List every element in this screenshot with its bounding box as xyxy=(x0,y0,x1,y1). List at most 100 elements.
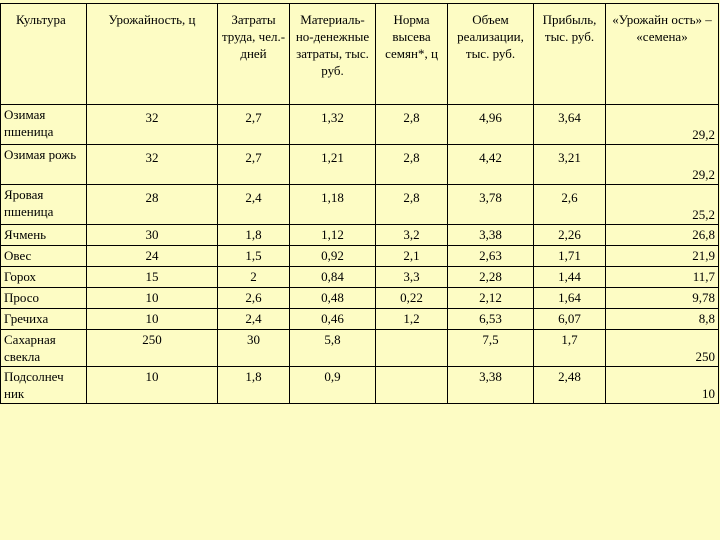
table-row: Озимая пшеница 32 2,7 1,32 2,8 4,96 3,64… xyxy=(0,104,719,145)
cell-sales: 2,28 xyxy=(447,266,534,288)
cell-crop: Просо xyxy=(0,287,87,309)
cell-sales: 2,12 xyxy=(447,287,534,309)
cell-seed-rate: 2,8 xyxy=(375,144,448,185)
cell-labor: 2,4 xyxy=(217,184,290,225)
header-yield: Урожайность, ц xyxy=(86,3,218,105)
table-row: Ячмень 30 1,8 1,12 3,2 3,38 2,26 26,8 xyxy=(0,224,719,246)
cell-net-yield: 25,2 xyxy=(605,184,719,225)
cell-yield: 15 xyxy=(86,266,218,288)
cell-sales: 3,78 xyxy=(447,184,534,225)
cell-costs: 0,92 xyxy=(289,245,376,267)
cell-costs: 0,9 xyxy=(289,366,376,404)
cell-costs: 0,46 xyxy=(289,308,376,330)
cell-sales: 3,38 xyxy=(447,366,534,404)
cell-labor: 1,5 xyxy=(217,245,290,267)
cell-crop: Подсолнеч ник xyxy=(0,366,87,404)
cell-sales: 4,96 xyxy=(447,104,534,145)
cell-seed-rate: 3,2 xyxy=(375,224,448,246)
cell-profit: 1,7 xyxy=(533,329,606,367)
cell-costs: 1,21 xyxy=(289,144,376,185)
header-sales: Объем реализации, тыс. руб. xyxy=(447,3,534,105)
cell-seed-rate xyxy=(375,329,448,367)
table-row: Горох 15 2 0,84 3,3 2,28 1,44 11,7 xyxy=(0,266,719,288)
cell-yield: 10 xyxy=(86,366,218,404)
cell-profit: 2,6 xyxy=(533,184,606,225)
cell-profit: 3,64 xyxy=(533,104,606,145)
header-profit: Прибыль, тыс. руб. xyxy=(533,3,606,105)
header-row: Культура Урожайность, ц Затраты труда, ч… xyxy=(0,3,719,105)
cell-net-yield: 10 xyxy=(605,366,719,404)
table-row: Овес 24 1,5 0,92 2,1 2,63 1,71 21,9 xyxy=(0,245,719,267)
cell-sales: 4,42 xyxy=(447,144,534,185)
cell-yield: 30 xyxy=(86,224,218,246)
cell-profit: 6,07 xyxy=(533,308,606,330)
cell-labor: 2 xyxy=(217,266,290,288)
cell-yield: 250 xyxy=(86,329,218,367)
cell-net-yield: 11,7 xyxy=(605,266,719,288)
cell-labor: 2,4 xyxy=(217,308,290,330)
cell-profit: 1,71 xyxy=(533,245,606,267)
cell-profit: 3,21 xyxy=(533,144,606,185)
cell-crop: Озимая пшеница xyxy=(0,104,87,145)
cell-crop: Яровая пшеница xyxy=(0,184,87,225)
cell-crop: Сахарная свекла xyxy=(0,329,87,367)
cell-profit: 2,48 xyxy=(533,366,606,404)
table-row: Просо 10 2,6 0,48 0,22 2,12 1,64 9,78 xyxy=(0,287,719,309)
cell-profit: 1,44 xyxy=(533,266,606,288)
cell-seed-rate xyxy=(375,366,448,404)
cell-profit: 2,26 xyxy=(533,224,606,246)
cell-yield: 28 xyxy=(86,184,218,225)
header-labor: Затраты труда, чел.-дней xyxy=(217,3,290,105)
cell-labor: 30 xyxy=(217,329,290,367)
cell-costs: 1,18 xyxy=(289,184,376,225)
cell-costs: 1,12 xyxy=(289,224,376,246)
cell-yield: 24 xyxy=(86,245,218,267)
cell-net-yield: 21,9 xyxy=(605,245,719,267)
cell-crop: Ячмень xyxy=(0,224,87,246)
cell-sales: 6,53 xyxy=(447,308,534,330)
table-row: Подсолнеч ник 10 1,8 0,9 3,38 2,48 10 xyxy=(0,366,719,404)
cell-costs: 1,32 xyxy=(289,104,376,145)
cell-seed-rate: 3,3 xyxy=(375,266,448,288)
cell-net-yield: 26,8 xyxy=(605,224,719,246)
cell-sales: 3,38 xyxy=(447,224,534,246)
cell-net-yield: 29,2 xyxy=(605,144,719,185)
cell-yield: 10 xyxy=(86,308,218,330)
cell-costs: 5,8 xyxy=(289,329,376,367)
cell-seed-rate: 2,1 xyxy=(375,245,448,267)
cell-yield: 32 xyxy=(86,144,218,185)
cell-yield: 10 xyxy=(86,287,218,309)
header-costs: Материаль-но-денежные затраты, тыс. руб. xyxy=(289,3,376,105)
cell-costs: 0,48 xyxy=(289,287,376,309)
cell-labor: 2,6 xyxy=(217,287,290,309)
cell-crop: Горох xyxy=(0,266,87,288)
cell-crop: Овес xyxy=(0,245,87,267)
cell-labor: 2,7 xyxy=(217,104,290,145)
cell-net-yield: 250 xyxy=(605,329,719,367)
header-crop: Культура xyxy=(0,3,87,105)
cell-sales: 7,5 xyxy=(447,329,534,367)
table-row: Озимая рожь 32 2,7 1,21 2,8 4,42 3,21 29… xyxy=(0,144,719,185)
cell-labor: 2,7 xyxy=(217,144,290,185)
table-row: Яровая пшеница 28 2,4 1,18 2,8 3,78 2,6 … xyxy=(0,184,719,225)
header-seed-rate: Норма высева семян*, ц xyxy=(375,3,448,105)
cell-seed-rate: 2,8 xyxy=(375,184,448,225)
cell-seed-rate: 1,2 xyxy=(375,308,448,330)
cell-sales: 2,63 xyxy=(447,245,534,267)
cell-labor: 1,8 xyxy=(217,224,290,246)
cell-net-yield: 29,2 xyxy=(605,104,719,145)
cell-profit: 1,64 xyxy=(533,287,606,309)
cell-labor: 1,8 xyxy=(217,366,290,404)
cell-net-yield: 9,78 xyxy=(605,287,719,309)
cell-net-yield: 8,8 xyxy=(605,308,719,330)
cell-seed-rate: 2,8 xyxy=(375,104,448,145)
cell-crop: Гречиха xyxy=(0,308,87,330)
header-net-yield: «Урожайн ость» – «семена» xyxy=(605,3,719,105)
table-row: Гречиха 10 2,4 0,46 1,2 6,53 6,07 8,8 xyxy=(0,308,719,330)
cell-yield: 32 xyxy=(86,104,218,145)
cell-crop: Озимая рожь xyxy=(0,144,87,185)
table-row: Сахарная свекла 250 30 5,8 7,5 1,7 250 xyxy=(0,329,719,367)
cell-seed-rate: 0,22 xyxy=(375,287,448,309)
crop-economics-table: Культура Урожайность, ц Затраты труда, ч… xyxy=(0,3,719,404)
cell-costs: 0,84 xyxy=(289,266,376,288)
